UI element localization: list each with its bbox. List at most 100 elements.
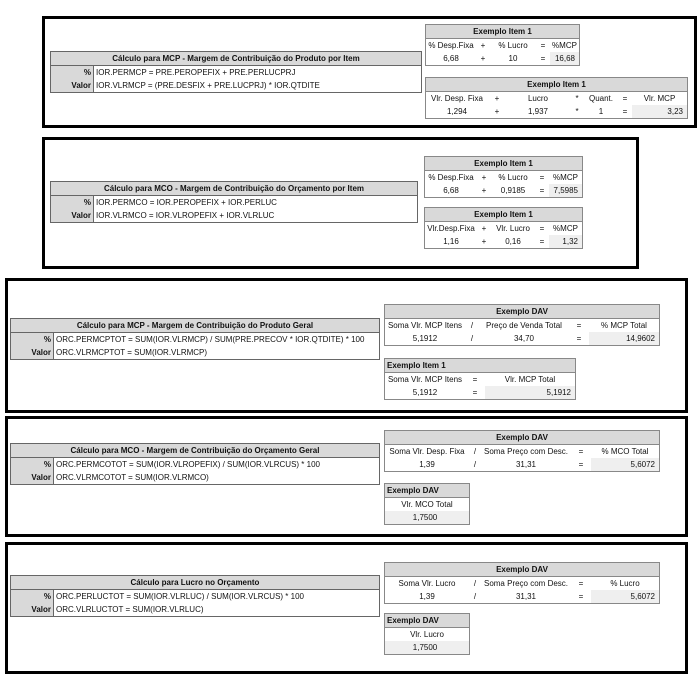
formula-row: Valor IOR.VLRMCO = IOR.VLROPEFIX + IOR.VL…	[51, 209, 417, 222]
example-title-text: Exemplo DAV	[387, 486, 439, 495]
formula-label: %	[11, 458, 54, 471]
formula-row: % IOR.PERMCP = PRE.PEROPEFIX + PRE.PERLUC…	[51, 66, 421, 79]
formula-text: ORC.VLRLUCTOT = SUM(IOR.VLRLUC)	[56, 605, 204, 614]
example-value: =	[539, 186, 545, 195]
formula-title-text: Cálculo para MCO - Margem de Contribuiçã…	[70, 446, 320, 455]
example-table: Exemplo DAV Soma Vlr. Desp. Fixa / Soma Pre…	[384, 430, 660, 472]
example-title-text: Exemplo Item 1	[474, 159, 533, 168]
example-column-label: =	[472, 375, 478, 384]
example-value: 6,68	[443, 54, 459, 63]
example-table: Exemplo Item 1 % Desp.Fixa +% Lucro = %MCP 6,…	[424, 156, 583, 198]
example-value: *	[575, 107, 579, 116]
formula-title: Cálculo para MCO - Margem de Contribuiçã…	[11, 444, 379, 458]
example-value: +	[481, 237, 487, 246]
example-title: Exemplo Item 1	[425, 208, 582, 222]
example-column-label: Preço de Venda Total	[486, 321, 562, 330]
formula-title: Cálculo para MCP - Margem de Contribuiçã…	[51, 52, 421, 66]
formula-row: Valor ORC.VLRLUCTOT = SUM(IOR.VLRLUC)	[11, 603, 379, 616]
example-title: Exemplo DAV	[385, 614, 469, 628]
example-column-label: Soma Vlr. MCP Itens	[387, 321, 463, 330]
example-header-row: Vlr.Desp.Fixa + Vlr. Lucro = %MCP	[425, 222, 582, 235]
example-result-value: 5,6072	[591, 590, 659, 603]
formula-text: IOR.PERMCO = IOR.PEROPEFIX + IOR.PERLUC	[96, 198, 277, 207]
example-column-label: Quant.	[588, 94, 613, 103]
example-title: Exemplo Item 1	[385, 359, 575, 373]
example-table: Exemplo Item 1% Desp.Fixa +% Lucro = %MCP 6,…	[425, 24, 580, 66]
section-panel	[42, 137, 639, 269]
formula-title: Cálculo para Lucro no Orçamento	[11, 576, 379, 590]
example-column-label: =	[578, 447, 584, 456]
example-value: 31,31	[515, 460, 537, 469]
example-value: 5,1912	[412, 388, 438, 397]
example-column-label: =	[576, 321, 582, 330]
example-title-text: Exemplo DAV	[496, 433, 548, 442]
example-title: Exemplo DAV	[385, 431, 659, 445]
example-values-row: 1,16 +0,16 = 1,32	[425, 235, 582, 248]
example-column-label: +	[480, 41, 486, 50]
example-title: Exemplo DAV	[385, 484, 469, 498]
example-values-row: 5,1912 = 5,1912	[385, 386, 575, 399]
example-title: Exemplo DAV	[385, 305, 659, 319]
example-column-label: +	[481, 224, 487, 233]
example-column-label: Soma Vlr. Desp. Fixa	[389, 447, 465, 456]
example-column-label: Vlr. Lucro	[410, 630, 444, 639]
example-value: =	[540, 54, 546, 63]
formula-title-text: Cálculo para MCO - Margem de Contribuiçã…	[103, 184, 365, 193]
example-column-label: =	[578, 579, 584, 588]
example-value: +	[481, 186, 487, 195]
formula-label: %	[11, 590, 54, 603]
example-title: Exemplo Item 1	[425, 157, 582, 171]
example-result-value: 14,9602	[589, 332, 659, 345]
formula-label: Valor	[51, 79, 94, 92]
example-value: 1,294	[446, 107, 468, 116]
section-panel	[5, 542, 688, 674]
example-header-row: % Desp.Fixa + % Lucro = %MCP	[425, 171, 582, 184]
example-result-value: 1,32	[549, 235, 582, 248]
example-value: 6,68	[443, 186, 459, 195]
example-column-label: Vlr. MCP	[643, 94, 676, 103]
formula-text: IOR.VLRMCO = IOR.VLROPEFIX + IOR.VLRLUC	[96, 211, 275, 220]
example-header-row: Soma Vlr. Desp. Fixa / Soma Preço com Desc…	[385, 445, 659, 458]
example-column-label: /	[470, 321, 474, 330]
example-table: Exemplo DAV Soma Vlr. Lucro / Soma Preço co…	[384, 562, 660, 604]
example-title: Exemplo Item 1	[426, 25, 579, 39]
example-header-row: Soma Vlr. MCP Itens / Preço de Venda Total…	[385, 319, 659, 332]
example-title-text: Exemplo DAV	[496, 307, 548, 316]
example-title-text: Exemplo Item 1	[473, 27, 532, 36]
example-column-label: Soma Preço com Desc.	[483, 447, 569, 456]
example-result-value: 5,1912	[485, 386, 575, 399]
formula-text: ORC.VLRMCOTOT = SUM(IOR.VLRMCO)	[56, 473, 209, 482]
example-header-row: Soma Vlr. Lucro / Soma Preço com Desc. = % L…	[385, 577, 659, 590]
example-title-text: Exemplo Item 1	[474, 210, 533, 219]
example-value: =	[472, 388, 478, 397]
example-value: =	[539, 237, 545, 246]
example-value: =	[578, 460, 584, 469]
formula-title: Cálculo para MCO - Margem de Contribuiçã…	[51, 182, 417, 196]
example-column-label: Soma Vlr. Lucro	[398, 579, 456, 588]
example-column-label: Lucro	[527, 94, 548, 103]
example-table: Exemplo Item 1 Vlr. Desp. Fixa + Lucro * Quan…	[425, 77, 688, 119]
formula-text: IOR.PERMCP = PRE.PEROPEFIX + PRE.PERLUCP…	[96, 68, 296, 77]
example-title: Exemplo Item 1	[426, 78, 687, 92]
example-values-row: 5,1912 / 34,70 = 14,9602	[385, 332, 659, 345]
formula-title-text: Cálculo para Lucro no Orçamento	[130, 578, 260, 587]
example-value: 34,70	[513, 334, 535, 343]
formula-text: ORC.VLRMCPTOT = SUM(IOR.VLRMCP)	[56, 348, 208, 357]
example-value: 0,16	[505, 237, 521, 246]
example-column-label: %MCP	[552, 41, 577, 50]
example-column-label: +	[494, 94, 500, 103]
example-value: 1,937	[527, 107, 549, 116]
example-title: Exemplo DAV	[385, 563, 659, 577]
example-value: 31,31	[515, 592, 537, 601]
formula-table: Cálculo para MCP - Margem de Contribuiçã…	[10, 318, 380, 360]
section-panel	[5, 416, 688, 537]
example-table: Exemplo Item 1 Vlr.Desp.Fixa + Vlr. Lucro =%…	[424, 207, 583, 249]
formula-row: % IOR.PERMCO = IOR.PEROPEFIX + IOR.PERLUC	[51, 196, 417, 209]
example-values-row: 1,39 / 31,31 = 5,6072	[385, 458, 659, 471]
example-table: Exemplo DAV Soma Vlr. MCP Itens / Preço de …	[384, 304, 660, 346]
formula-text: ORC.PERLUCTOT = SUM(IOR.VLRLUC) / SUM(IO…	[56, 592, 304, 601]
example-column-label: Vlr. Desp. Fixa	[430, 94, 483, 103]
example-title-text: Exemplo Item 1	[387, 361, 446, 370]
example-result-value: 5,6072	[591, 458, 659, 471]
example-values-row: 6,68 +10 = 16,68	[426, 52, 579, 65]
